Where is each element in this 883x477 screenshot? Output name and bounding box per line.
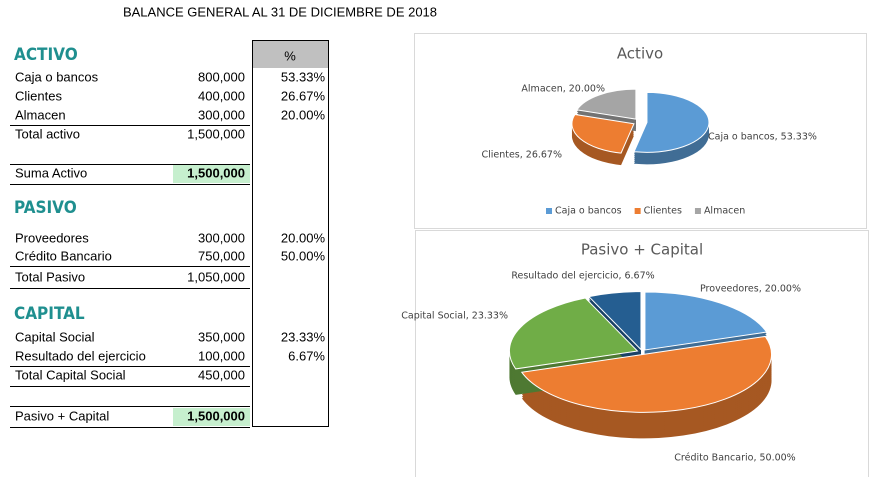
slice xyxy=(571,113,635,154)
row-label: Crédito Bancario xyxy=(15,248,112,263)
data-label: Crédito Bancario, 50.00% xyxy=(674,453,795,464)
percent: 53.33% xyxy=(281,69,326,84)
amount: 350,000 xyxy=(198,329,245,344)
row-label: Total Pasivo xyxy=(15,269,85,284)
highlight-cell xyxy=(173,165,250,183)
row-borders xyxy=(10,125,250,428)
row-label: Suma Activo xyxy=(15,165,87,180)
row-label: Capital Social xyxy=(15,329,95,344)
percent: 6.67% xyxy=(288,348,325,363)
section-heading: PASIVO xyxy=(14,198,77,218)
percent: 23.33% xyxy=(281,329,326,344)
data-label: Resultado del ejercicio, 6.67% xyxy=(511,271,654,282)
legend-swatch xyxy=(546,208,552,214)
data-label: Proveedores, 20.00% xyxy=(700,284,801,295)
highlight-cell xyxy=(173,408,250,426)
amount: 450,000 xyxy=(198,367,245,382)
slice xyxy=(633,91,710,153)
row-label: Caja o bancos xyxy=(15,69,99,84)
percent-header-cell xyxy=(253,40,328,68)
amount: 1,500,000 xyxy=(187,165,245,180)
slice xyxy=(520,335,772,413)
legend-swatch xyxy=(694,208,701,214)
slice xyxy=(644,291,768,351)
amount: 100,000 xyxy=(198,348,245,363)
percent-header: % xyxy=(284,48,296,63)
slice xyxy=(576,88,637,120)
chart-frame xyxy=(415,230,869,477)
section-heading: CAPITAL xyxy=(14,304,85,324)
legend-entry: Caja o bancos xyxy=(555,206,622,217)
legend-entry: Almacen xyxy=(704,206,745,217)
data-label: Clientes, 26.67% xyxy=(481,150,562,161)
amount: 300,000 xyxy=(198,230,245,245)
percent: 20.00% xyxy=(281,107,326,122)
amount: 1,500,000 xyxy=(187,408,245,423)
row-label: Clientes xyxy=(15,88,62,103)
section-heading: ACTIVO xyxy=(14,45,78,65)
slice xyxy=(587,291,642,351)
data-label: Caja o bancos, 53.33% xyxy=(708,132,817,143)
row-label: Pasivo + Capital xyxy=(15,408,109,423)
amount: 400,000 xyxy=(198,88,245,103)
row-label: Total Capital Social xyxy=(15,367,126,382)
amount: 750,000 xyxy=(198,248,245,263)
legend-entry: Clientes xyxy=(644,206,682,217)
row-label: Total activo xyxy=(15,126,80,141)
amount: 1,500,000 xyxy=(187,126,245,141)
data-label: Capital Social, 23.33% xyxy=(401,311,508,322)
amount: 800,000 xyxy=(198,69,245,84)
chart-title: Activo xyxy=(617,45,663,63)
amount: 1,050,000 xyxy=(187,269,245,284)
data-label: Almacen, 20.00% xyxy=(521,84,605,95)
amount: 300,000 xyxy=(198,107,245,122)
percent: 20.00% xyxy=(281,230,326,245)
legend-swatch xyxy=(634,208,641,214)
row-label: Almacen xyxy=(15,107,66,122)
percent: 50.00% xyxy=(281,248,326,263)
row-label: Proveedores xyxy=(15,230,89,245)
sheet-title: BALANCE GENERAL AL 31 DE DICIEMBRE DE 20… xyxy=(123,4,437,19)
chart-title: Pasivo + Capital xyxy=(581,241,703,259)
row-label: Resultado del ejercicio xyxy=(15,348,146,363)
percent: 26.67% xyxy=(281,88,326,103)
slice xyxy=(508,297,639,370)
chart-frame xyxy=(414,33,867,229)
